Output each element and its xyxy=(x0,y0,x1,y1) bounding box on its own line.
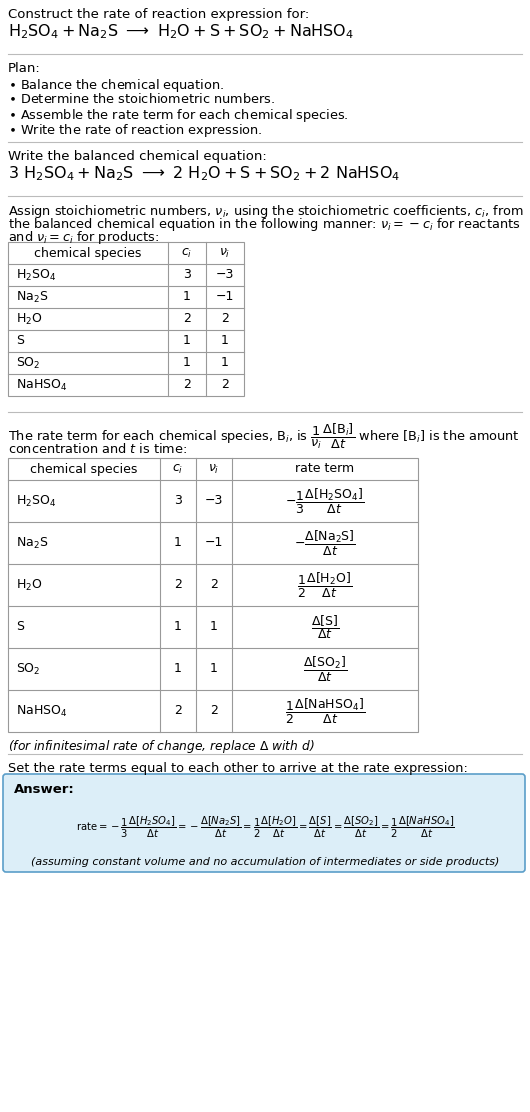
Text: $\mathrm{H_2SO_4 + Na_2S\ \longrightarrow\ H_2O + S + SO_2 + NaHSO_4}$: $\mathrm{H_2SO_4 + Na_2S\ \longrightarro… xyxy=(8,22,354,41)
Text: $\mathrm{Na_2S}$: $\mathrm{Na_2S}$ xyxy=(16,289,48,305)
Text: $\nu_i$: $\nu_i$ xyxy=(219,247,231,259)
Text: chemical species: chemical species xyxy=(34,247,142,259)
Text: $-\dfrac{1}{3}\dfrac{\Delta[\mathrm{H_2SO_4}]}{\Delta t}$: $-\dfrac{1}{3}\dfrac{\Delta[\mathrm{H_2S… xyxy=(285,486,365,516)
Text: the balanced chemical equation in the following manner: $\nu_i = -c_i$ for react: the balanced chemical equation in the fo… xyxy=(8,216,520,234)
Text: $\bullet$ Determine the stoichiometric numbers.: $\bullet$ Determine the stoichiometric n… xyxy=(8,92,275,106)
Text: $\bullet$ Balance the chemical equation.: $\bullet$ Balance the chemical equation. xyxy=(8,77,224,95)
Text: Answer:: Answer: xyxy=(14,783,75,796)
Bar xyxy=(8,458,418,732)
Text: concentration and $t$ is time:: concentration and $t$ is time: xyxy=(8,441,187,456)
Text: Write the balanced chemical equation:: Write the balanced chemical equation: xyxy=(8,150,267,163)
Text: −1: −1 xyxy=(205,536,223,549)
Text: $\mathrm{NaHSO_4}$: $\mathrm{NaHSO_4}$ xyxy=(16,704,67,718)
Text: Plan:: Plan: xyxy=(8,62,41,75)
Text: Assign stoichiometric numbers, $\nu_i$, using the stoichiometric coefficients, $: Assign stoichiometric numbers, $\nu_i$, … xyxy=(8,203,524,220)
Text: −3: −3 xyxy=(216,268,234,281)
Text: 2: 2 xyxy=(174,705,182,717)
Text: $\bullet$ Assemble the rate term for each chemical species.: $\bullet$ Assemble the rate term for eac… xyxy=(8,107,349,125)
Text: 1: 1 xyxy=(174,663,182,675)
Text: $\mathrm{NaHSO_4}$: $\mathrm{NaHSO_4}$ xyxy=(16,377,67,393)
Text: $\mathrm{H_2O}$: $\mathrm{H_2O}$ xyxy=(16,577,42,593)
Text: 1: 1 xyxy=(183,290,191,304)
Text: 1: 1 xyxy=(183,335,191,347)
Text: $\mathrm{H_2SO_4}$: $\mathrm{H_2SO_4}$ xyxy=(16,494,56,508)
Text: $\dfrac{1}{2}\dfrac{\Delta[\mathrm{NaHSO_4}]}{\Delta t}$: $\dfrac{1}{2}\dfrac{\Delta[\mathrm{NaHSO… xyxy=(285,696,365,725)
Text: chemical species: chemical species xyxy=(30,463,138,476)
Text: $\mathrm{Na_2S}$: $\mathrm{Na_2S}$ xyxy=(16,536,48,550)
Text: 1: 1 xyxy=(210,663,218,675)
FancyBboxPatch shape xyxy=(3,774,525,872)
Text: 1: 1 xyxy=(221,335,229,347)
Text: The rate term for each chemical species, $\mathrm{B}_i$, is $\dfrac{1}{\nu_i}\df: The rate term for each chemical species,… xyxy=(8,421,519,451)
Text: $\dfrac{\Delta[\mathrm{S}]}{\Delta t}$: $\dfrac{\Delta[\mathrm{S}]}{\Delta t}$ xyxy=(311,613,339,641)
Text: $c_i$: $c_i$ xyxy=(181,247,192,259)
Text: 2: 2 xyxy=(183,378,191,391)
Text: −1: −1 xyxy=(216,290,234,304)
Text: 2: 2 xyxy=(210,578,218,592)
Text: 3: 3 xyxy=(174,495,182,507)
Text: Set the rate terms equal to each other to arrive at the rate expression:: Set the rate terms equal to each other t… xyxy=(8,762,468,775)
Text: $\mathrm{SO_2}$: $\mathrm{SO_2}$ xyxy=(16,662,40,676)
Text: 1: 1 xyxy=(221,357,229,369)
Text: $\mathrm{S}$: $\mathrm{S}$ xyxy=(16,335,25,347)
Text: 2: 2 xyxy=(174,578,182,592)
Text: 2: 2 xyxy=(221,378,229,391)
Text: $\mathrm{H_2O}$: $\mathrm{H_2O}$ xyxy=(16,311,42,327)
Text: 1: 1 xyxy=(174,620,182,634)
Text: $\dfrac{1}{2}\dfrac{\Delta[\mathrm{H_2O}]}{\Delta t}$: $\dfrac{1}{2}\dfrac{\Delta[\mathrm{H_2O}… xyxy=(297,570,352,599)
Text: $\mathrm{rate} = -\dfrac{1}{3}\dfrac{\Delta[H_2SO_4]}{\Delta t} = -\dfrac{\Delta: $\mathrm{rate} = -\dfrac{1}{3}\dfrac{\De… xyxy=(75,814,455,840)
Text: −3: −3 xyxy=(205,495,223,507)
Text: and $\nu_i = c_i$ for products:: and $\nu_i = c_i$ for products: xyxy=(8,229,160,246)
Text: $\mathrm{SO_2}$: $\mathrm{SO_2}$ xyxy=(16,356,40,370)
Text: $c_i$: $c_i$ xyxy=(172,463,183,476)
Bar xyxy=(8,242,244,396)
Text: $-\dfrac{\Delta[\mathrm{Na_2S}]}{\Delta t}$: $-\dfrac{\Delta[\mathrm{Na_2S}]}{\Delta … xyxy=(294,528,356,557)
Text: $\mathrm{S}$: $\mathrm{S}$ xyxy=(16,620,25,634)
Text: 1: 1 xyxy=(210,620,218,634)
Text: 2: 2 xyxy=(221,312,229,326)
Text: Construct the rate of reaction expression for:: Construct the rate of reaction expressio… xyxy=(8,8,309,21)
Text: 2: 2 xyxy=(210,705,218,717)
Text: 1: 1 xyxy=(174,536,182,549)
Text: $\mathrm{3\ H_2SO_4 + Na_2S\ \longrightarrow\ 2\ H_2O + S + SO_2 + 2\ NaHSO_4}$: $\mathrm{3\ H_2SO_4 + Na_2S\ \longrighta… xyxy=(8,163,400,182)
Text: $\dfrac{\Delta[\mathrm{SO_2}]}{\Delta t}$: $\dfrac{\Delta[\mathrm{SO_2}]}{\Delta t}… xyxy=(303,655,347,684)
Text: $\nu_i$: $\nu_i$ xyxy=(208,463,220,476)
Text: 3: 3 xyxy=(183,268,191,281)
Text: $\mathrm{H_2SO_4}$: $\mathrm{H_2SO_4}$ xyxy=(16,268,56,282)
Text: (assuming constant volume and no accumulation of intermediates or side products): (assuming constant volume and no accumul… xyxy=(31,857,499,867)
Text: 2: 2 xyxy=(183,312,191,326)
Text: (for infinitesimal rate of change, replace $\Delta$ with $d$): (for infinitesimal rate of change, repla… xyxy=(8,738,315,755)
Text: 1: 1 xyxy=(183,357,191,369)
Text: $\bullet$ Write the rate of reaction expression.: $\bullet$ Write the rate of reaction exp… xyxy=(8,122,262,139)
Text: rate term: rate term xyxy=(295,463,355,476)
